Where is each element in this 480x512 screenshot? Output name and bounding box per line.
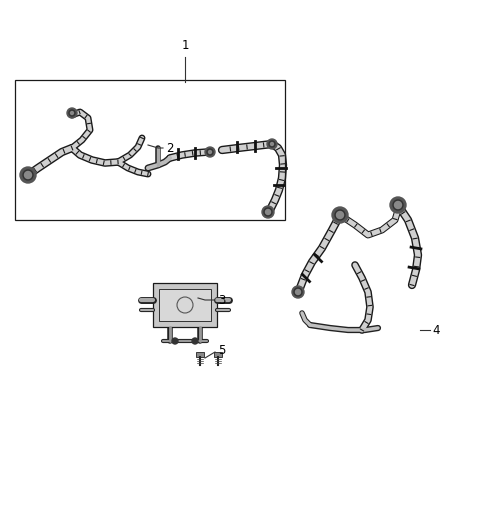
Circle shape <box>262 206 274 218</box>
Circle shape <box>265 209 271 215</box>
Circle shape <box>336 211 344 219</box>
Circle shape <box>24 172 32 179</box>
Circle shape <box>332 207 348 223</box>
Circle shape <box>292 286 304 298</box>
Circle shape <box>23 170 33 180</box>
Circle shape <box>390 197 406 213</box>
Text: 2: 2 <box>166 141 173 155</box>
Circle shape <box>69 110 75 116</box>
Circle shape <box>395 202 401 208</box>
Bar <box>214 352 222 357</box>
Circle shape <box>264 208 272 216</box>
Bar <box>196 352 204 357</box>
Circle shape <box>296 289 300 294</box>
Circle shape <box>172 338 178 344</box>
Circle shape <box>208 151 212 154</box>
Text: 5: 5 <box>218 344 226 356</box>
Circle shape <box>294 288 302 296</box>
Circle shape <box>271 142 274 145</box>
Circle shape <box>67 108 77 118</box>
Circle shape <box>267 139 277 149</box>
Circle shape <box>205 147 215 157</box>
Bar <box>15 80 285 220</box>
Circle shape <box>20 167 36 183</box>
Text: 1: 1 <box>181 39 189 52</box>
Text: 3: 3 <box>218 293 226 307</box>
Circle shape <box>335 210 345 220</box>
Bar <box>153 283 217 327</box>
Bar <box>159 289 211 321</box>
Circle shape <box>269 141 275 147</box>
Circle shape <box>393 200 403 210</box>
Circle shape <box>71 112 73 115</box>
Circle shape <box>207 149 213 155</box>
Text: 4: 4 <box>432 324 440 336</box>
Circle shape <box>192 338 198 344</box>
